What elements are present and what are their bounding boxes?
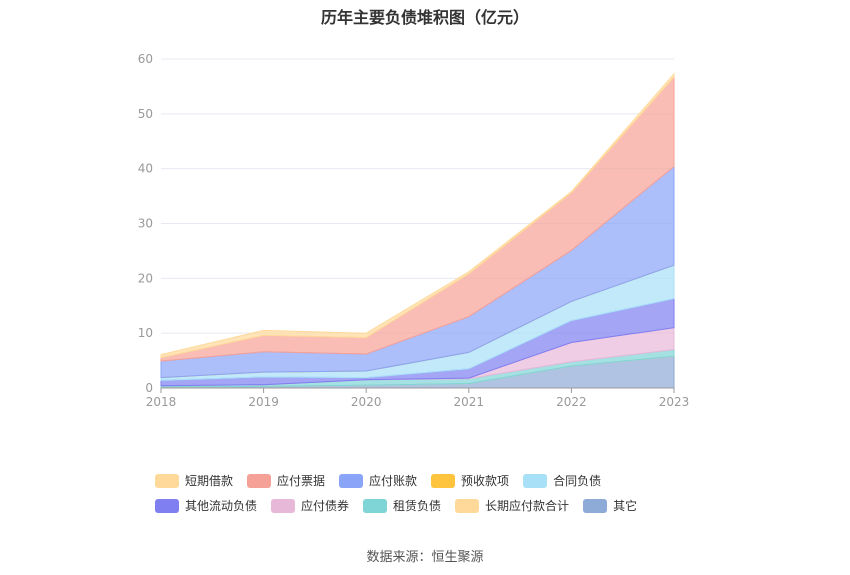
legend-item[interactable]: 预收款项	[431, 472, 509, 489]
legend-swatch	[339, 473, 364, 488]
legend-label: 其它	[613, 499, 638, 513]
legend-label: 合同负债	[553, 474, 602, 488]
legend-swatch	[155, 498, 179, 513]
y-tick-label: 50	[138, 107, 153, 121]
area-series-9	[160, 72, 675, 359]
x-tick-label: 2023	[659, 395, 690, 409]
y-tick-label: 60	[138, 52, 153, 66]
legend-label: 应付债券	[301, 499, 350, 513]
x-tick-label: 2019	[248, 395, 279, 409]
legend-swatch	[583, 498, 608, 513]
legend-swatch	[271, 498, 296, 513]
y-tick-label: 20	[138, 271, 153, 285]
x-tick-label: 2021	[454, 395, 485, 409]
chart-title: 历年主要负债堆积图（亿元）	[320, 8, 529, 27]
legend-swatch	[455, 498, 480, 513]
chart-legend: 短期借款 应付票据 应付账款 预收款项 合同负债其他流动负债 应付债券 租赁负债 长期应付款合…	[155, 472, 715, 514]
legend-item[interactable]: 应付债券	[271, 497, 349, 514]
legend-label: 预收款项	[461, 474, 510, 488]
legend-swatch	[363, 498, 388, 513]
legend-item[interactable]: 短期借款	[155, 472, 233, 489]
legend-swatch	[431, 473, 456, 488]
legend-item[interactable]: 其他流动负债	[155, 497, 257, 514]
axes: 0 10 20 30 40 50 60 2018 2019 2020 2021 2022 2023	[138, 52, 690, 409]
legend-swatch	[155, 473, 179, 488]
legend-swatch	[247, 473, 272, 488]
legend-swatch	[523, 473, 548, 488]
y-tick-label: 40	[138, 162, 153, 176]
y-tick-label: 10	[138, 326, 153, 340]
legend-label: 应付票据	[277, 474, 326, 488]
legend-item[interactable]: 其它	[583, 497, 637, 514]
legend-item[interactable]: 应付票据	[247, 472, 325, 489]
legend-label: 租赁负债	[393, 499, 442, 513]
area-series-layer	[160, 72, 675, 389]
legend-item[interactable]: 租赁负债	[363, 497, 441, 514]
legend-item[interactable]: 合同负债	[523, 472, 601, 489]
legend-label: 其他流动负债	[185, 499, 258, 513]
x-tick-label: 2022	[556, 395, 587, 409]
legend-item[interactable]: 应付账款	[339, 472, 417, 489]
y-tick-label: 30	[138, 217, 153, 231]
x-tick-label: 2018	[146, 395, 177, 409]
y-tick-label: 0	[145, 381, 153, 395]
legend-label: 长期应付款合计	[485, 499, 570, 513]
legend-item[interactable]: 长期应付款合计	[455, 497, 569, 514]
data-source-note: 数据来源：恒生聚源	[366, 550, 484, 565]
x-tick-label: 2020	[351, 395, 382, 409]
legend-label: 短期借款	[185, 474, 234, 488]
legend-label: 应付账款	[369, 474, 418, 488]
